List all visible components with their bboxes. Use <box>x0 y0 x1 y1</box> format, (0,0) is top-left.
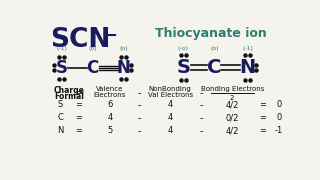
Text: NonBonding: NonBonding <box>149 86 192 91</box>
Text: -: - <box>138 126 141 136</box>
Text: 0: 0 <box>276 113 281 122</box>
Text: S: S <box>176 58 190 77</box>
Text: (-o): (-o) <box>178 46 189 51</box>
Text: =: = <box>259 126 266 135</box>
Text: 4: 4 <box>168 100 173 109</box>
Text: -: - <box>138 113 141 123</box>
Text: -: - <box>199 113 203 123</box>
Text: N: N <box>57 126 63 135</box>
Text: S: S <box>56 59 68 77</box>
Text: C: C <box>207 58 221 77</box>
Text: 4: 4 <box>107 113 112 122</box>
Text: 4: 4 <box>168 126 173 135</box>
Text: S: S <box>58 100 63 109</box>
Text: 2: 2 <box>230 95 234 101</box>
Text: (o): (o) <box>210 46 219 51</box>
Text: Formal: Formal <box>54 92 84 101</box>
Text: (-1): (-1) <box>56 46 67 51</box>
Text: -1: -1 <box>275 126 283 135</box>
Text: N: N <box>240 58 256 77</box>
Text: =: = <box>75 100 82 109</box>
Text: C: C <box>87 59 99 77</box>
Text: =: = <box>75 89 82 98</box>
Text: -: - <box>199 89 203 99</box>
Text: −: − <box>102 27 117 45</box>
Text: (-1): (-1) <box>242 46 253 51</box>
Text: (o): (o) <box>119 46 128 51</box>
Text: 0: 0 <box>276 100 281 109</box>
Text: SCN: SCN <box>50 27 110 53</box>
Text: C: C <box>57 113 63 122</box>
Text: Bonding Electrons: Bonding Electrons <box>201 86 264 91</box>
Text: Charge: Charge <box>54 86 85 94</box>
Text: =: = <box>259 113 266 122</box>
Text: =: = <box>75 113 82 122</box>
Text: -: - <box>199 100 203 110</box>
Text: Electrons: Electrons <box>93 92 126 98</box>
Text: Thiocyanate ion: Thiocyanate ion <box>155 27 266 40</box>
Text: (o): (o) <box>88 46 97 51</box>
Text: 6: 6 <box>107 100 112 109</box>
Text: -: - <box>138 100 141 110</box>
Text: -: - <box>199 126 203 136</box>
Text: N: N <box>117 59 131 77</box>
Text: 5: 5 <box>107 126 112 135</box>
Text: 4: 4 <box>168 113 173 122</box>
Text: 4/2: 4/2 <box>226 126 239 135</box>
Text: 0/2: 0/2 <box>226 113 239 122</box>
Text: Val Electrons: Val Electrons <box>148 92 193 98</box>
Text: =: = <box>75 126 82 135</box>
Text: =: = <box>259 100 266 109</box>
Text: 4/2: 4/2 <box>226 100 239 109</box>
Text: -: - <box>138 89 141 99</box>
Text: Valence: Valence <box>96 86 124 91</box>
